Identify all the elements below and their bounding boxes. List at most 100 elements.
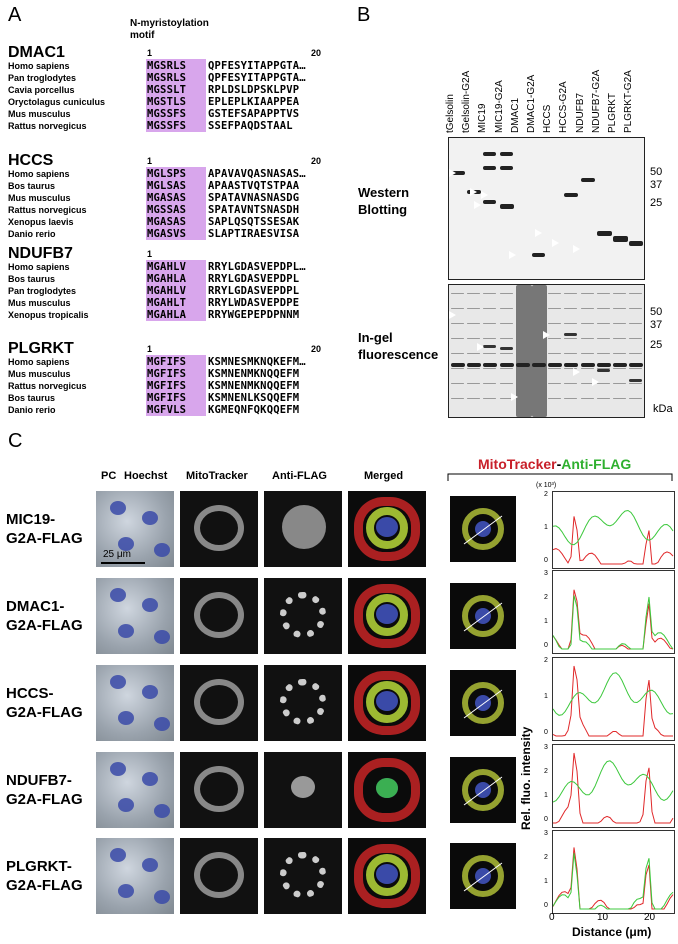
y-tick-label: 1 — [544, 693, 548, 700]
nucleus — [118, 537, 134, 551]
lane-label: MIC19-G2A — [493, 80, 505, 133]
flag-signal — [280, 852, 326, 898]
protein-name-plgrkt: PLGRKT — [8, 340, 74, 357]
anti-flag-overlay — [366, 594, 408, 636]
background-band — [564, 308, 578, 309]
background-band — [629, 383, 643, 384]
motif-sequence: MGSRLS — [147, 72, 187, 84]
nucleus — [154, 630, 170, 644]
species-name: Homo sapiens — [8, 357, 70, 367]
background-band — [596, 308, 610, 309]
background-band — [629, 293, 643, 294]
merged-image — [348, 491, 426, 567]
motif-sequence: MGFVLS — [147, 404, 187, 416]
anti-flag-image — [264, 838, 342, 914]
y-tick-label: 2 — [544, 594, 548, 601]
row-label-line1: HCCS- — [6, 685, 54, 702]
background-band — [580, 383, 594, 384]
motif-sequence: MGFIFS — [147, 368, 187, 380]
lane-label: DMAC1 — [509, 97, 521, 133]
downstream-sequence: RRYLGDASVEPDPL — [208, 273, 300, 285]
background-band — [629, 323, 643, 324]
background-band — [580, 398, 594, 399]
fluorescent-band — [564, 333, 578, 336]
lane-label: tGelsolin — [445, 94, 456, 133]
col-header-mitotracker: MitoTracker — [186, 470, 248, 482]
species-name: Danio rerio — [8, 405, 56, 415]
band-arrowhead — [542, 330, 551, 340]
background-band — [548, 398, 562, 399]
background-band — [467, 383, 481, 384]
protein-name-hccs: HCCS — [8, 152, 54, 169]
background-band — [613, 308, 626, 309]
species-name: Homo sapiens — [8, 169, 70, 179]
background-band — [483, 293, 497, 294]
mw-marker-50-bottom: 50 — [650, 306, 663, 318]
background-band — [548, 338, 562, 339]
mitochondria-signal — [194, 766, 244, 812]
panel-a-letter: A — [8, 4, 22, 26]
background-band — [613, 353, 626, 354]
nucleus — [376, 864, 398, 884]
western-band — [580, 178, 595, 182]
nucleus — [376, 691, 398, 711]
row-label-line2: G2A-FLAG — [6, 617, 83, 634]
common-band — [613, 363, 627, 367]
background-band — [467, 323, 481, 324]
motif-sequence: MGASVS — [147, 228, 187, 240]
western-band — [499, 152, 513, 156]
row-label-line2: G2A-FLAG — [6, 791, 83, 808]
mw-marker-37-bottom: 37 — [650, 319, 663, 331]
band-arrowhead — [510, 392, 519, 402]
western-band — [613, 236, 628, 242]
lane-label: PLGRKT — [607, 92, 618, 133]
line-scan-inset — [450, 670, 516, 736]
background-band — [483, 323, 497, 324]
x-tick-label: 0 — [549, 912, 555, 923]
nucleus — [110, 848, 126, 862]
western-label-2: Blotting — [358, 202, 408, 217]
y-tick-label: 0 — [544, 729, 548, 736]
common-band — [499, 363, 514, 367]
downstream-sequence: QPFESYITAPPGTA… — [208, 60, 306, 72]
flag-signal — [291, 776, 315, 798]
species-name: Rattus norvegicus — [8, 381, 87, 391]
row-label-line2: G2A-FLAG — [6, 877, 83, 894]
species-name: Mus musculus — [8, 298, 71, 308]
row-label-line2: G2A-FLAG — [6, 704, 83, 721]
background-band — [629, 338, 643, 339]
band-arrowhead — [551, 238, 560, 248]
ingel-label-2: fluorescence — [358, 347, 439, 362]
profile-title-anti-flag: Anti-FLAG — [561, 456, 632, 472]
western-label-1: Western — [358, 185, 410, 200]
y-tick-label: 1 — [544, 618, 548, 625]
mitochondria-signal — [194, 679, 244, 725]
y-tick-label: 3 — [544, 830, 548, 837]
background-band — [548, 383, 562, 384]
motif-sequence: MGASAS — [147, 192, 187, 204]
downstream-sequence: RRYLGDASVEPDPL — [208, 285, 300, 297]
common-band — [596, 363, 611, 367]
intensity-profile-plot — [552, 570, 675, 654]
protein-name-dmac1: DMAC1 — [8, 44, 65, 61]
background-band — [613, 398, 626, 399]
background-band — [483, 368, 497, 369]
western-band — [532, 253, 545, 257]
phase-contrast-image — [96, 838, 174, 914]
mitotracker-overlay — [354, 497, 420, 561]
background-band — [580, 338, 594, 339]
background-band — [564, 323, 578, 324]
species-name: Rattus norvegicus — [8, 121, 87, 131]
anti-flag-image — [264, 665, 342, 741]
mitotracker-image — [180, 752, 258, 828]
downstream-sequence: KSMNENMKNQQEFM — [208, 380, 300, 392]
background-band — [451, 308, 464, 309]
background-band — [451, 398, 464, 399]
downstream-sequence: SSEFPAQDSTAAL — [208, 120, 293, 132]
downstream-sequence: GSTEFSAPAPPTVS — [208, 108, 300, 120]
species-name: Oryctolagus cuniculus — [8, 97, 106, 107]
downstream-sequence: RRYLGDASVEPDPL… — [208, 261, 306, 273]
phase-contrast-image — [96, 752, 174, 828]
line-scan-inset — [450, 583, 516, 649]
species-name: Mus musculus — [8, 369, 71, 379]
